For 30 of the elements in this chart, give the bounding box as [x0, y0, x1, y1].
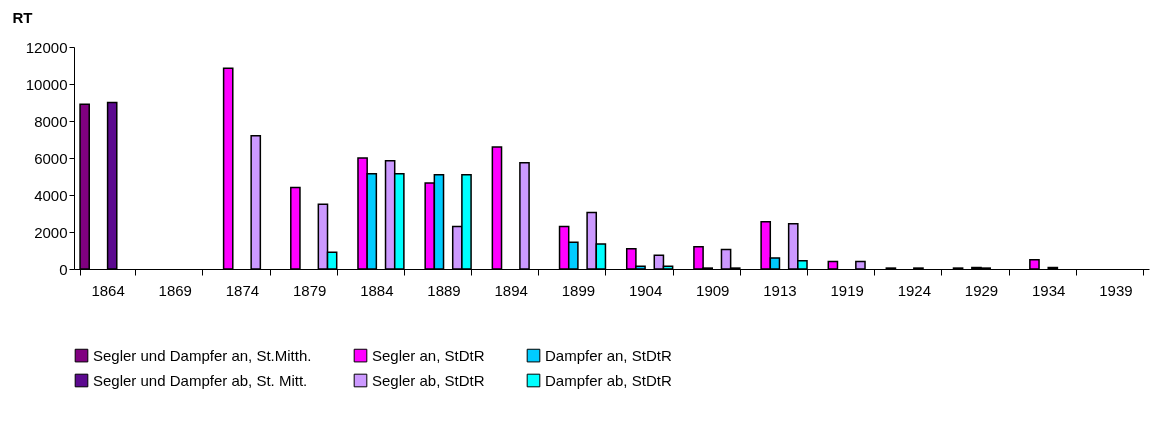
- x-tick-label: 1939: [1099, 281, 1133, 299]
- x-tick-label: 1894: [494, 281, 528, 299]
- legend-label: Segler und Dampfer ab, St. Mitt.: [93, 371, 308, 389]
- x-tick-label: 1864: [91, 281, 125, 299]
- x-tick-label: 1884: [360, 281, 394, 299]
- x-tick-label: 1869: [158, 281, 192, 299]
- y-axis-title: RT: [12, 8, 33, 26]
- y-tick-label: 2000: [34, 223, 68, 241]
- legend-label: Dampfer an, StDtR: [545, 346, 672, 364]
- y-tick-label: 8000: [34, 112, 68, 130]
- x-tick-label: 1904: [628, 281, 663, 299]
- x-tick-label: 1899: [561, 281, 596, 299]
- y-tick-label: 4000: [34, 186, 68, 204]
- legend-label: Segler ab, StDtR: [372, 371, 485, 389]
- x-tick-label: 1924: [897, 281, 932, 299]
- x-tick-label: 1909: [696, 281, 730, 299]
- y-tick-label: 10000: [25, 75, 68, 93]
- legend-label: Dampfer ab, StDtR: [545, 371, 672, 389]
- x-tick-label: 1934: [1032, 281, 1066, 299]
- x-tick-label: 1874: [225, 281, 260, 299]
- x-tick-label: 1919: [830, 281, 864, 299]
- y-tick-label: 12000: [25, 38, 68, 56]
- legend-label: Segler und Dampfer an, St.Mitth.: [93, 346, 312, 364]
- y-tick-label: 0: [59, 260, 68, 278]
- y-tick-label: 6000: [34, 149, 68, 167]
- legend-label: Segler an, StDtR: [372, 346, 485, 364]
- x-tick-label: 1889: [427, 281, 461, 299]
- x-tick-label: 1913: [763, 281, 797, 299]
- x-tick-label: 1879: [292, 281, 327, 299]
- x-tick-label: 1929: [964, 281, 999, 299]
